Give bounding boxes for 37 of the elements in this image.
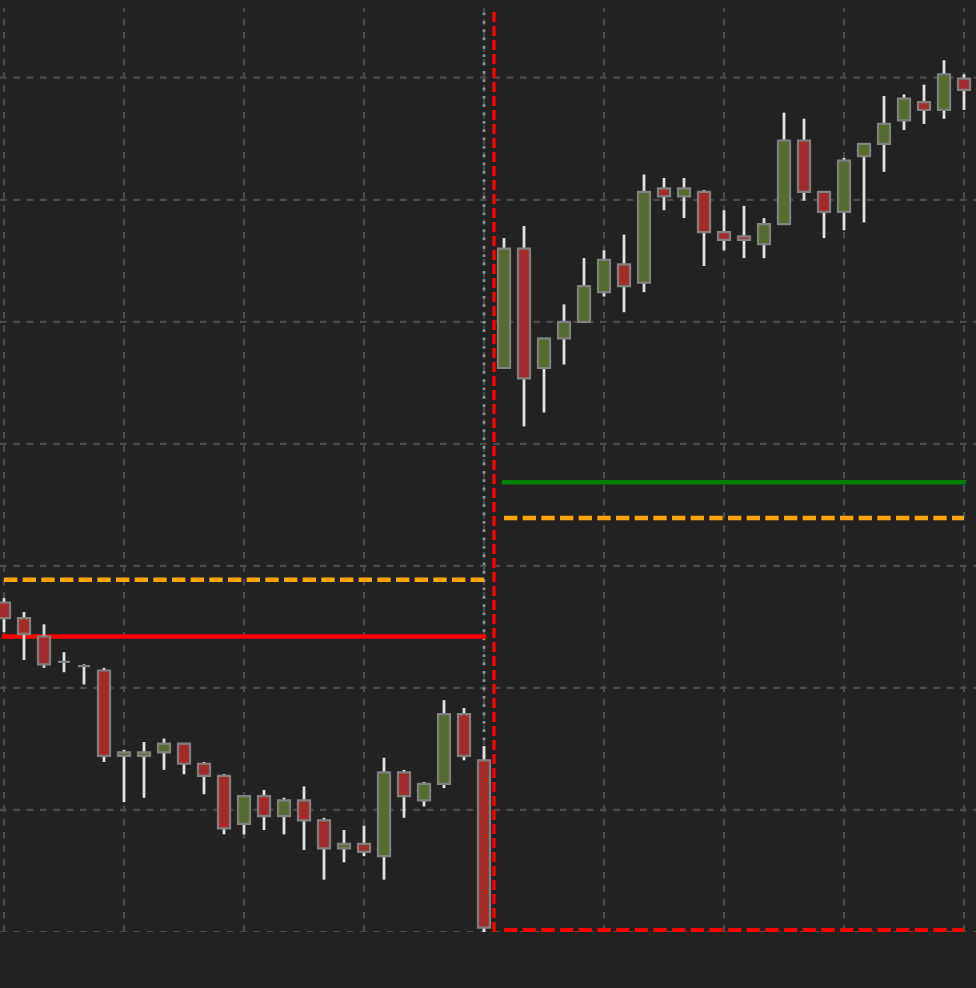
candlestick [936,58,952,121]
candlestick [916,83,932,126]
candlestick [956,72,972,112]
candlestick [396,768,412,820]
candlestick [576,256,592,324]
candlestick [416,780,432,808]
candlestick [616,233,632,314]
candlestick [656,176,672,212]
candlestick [756,216,772,260]
candlestick [536,336,552,414]
candlestick [296,785,312,852]
candlestick [716,208,732,252]
candlestick [856,142,872,224]
candlestick [336,828,352,864]
candlestick [176,742,192,776]
candlestick [196,760,212,796]
candlestick [316,816,332,882]
candlestick [56,650,72,674]
candlestick [36,622,52,670]
candlestick [16,610,32,662]
candlestick [256,788,272,832]
candlestick [456,706,472,762]
candlestick [156,737,172,772]
candlestick [896,92,912,132]
candlestick [356,824,372,858]
candlestick [596,248,612,298]
candlestick [76,663,92,686]
candlestick [736,204,752,260]
candlestick [696,188,712,268]
candlestick [136,740,152,800]
candlestick [276,796,292,836]
candlestick [676,176,692,220]
candlestick [236,794,252,836]
candlestick [556,302,572,366]
candlestick [876,94,892,174]
candlestick [816,190,832,240]
candlestick [116,748,132,804]
